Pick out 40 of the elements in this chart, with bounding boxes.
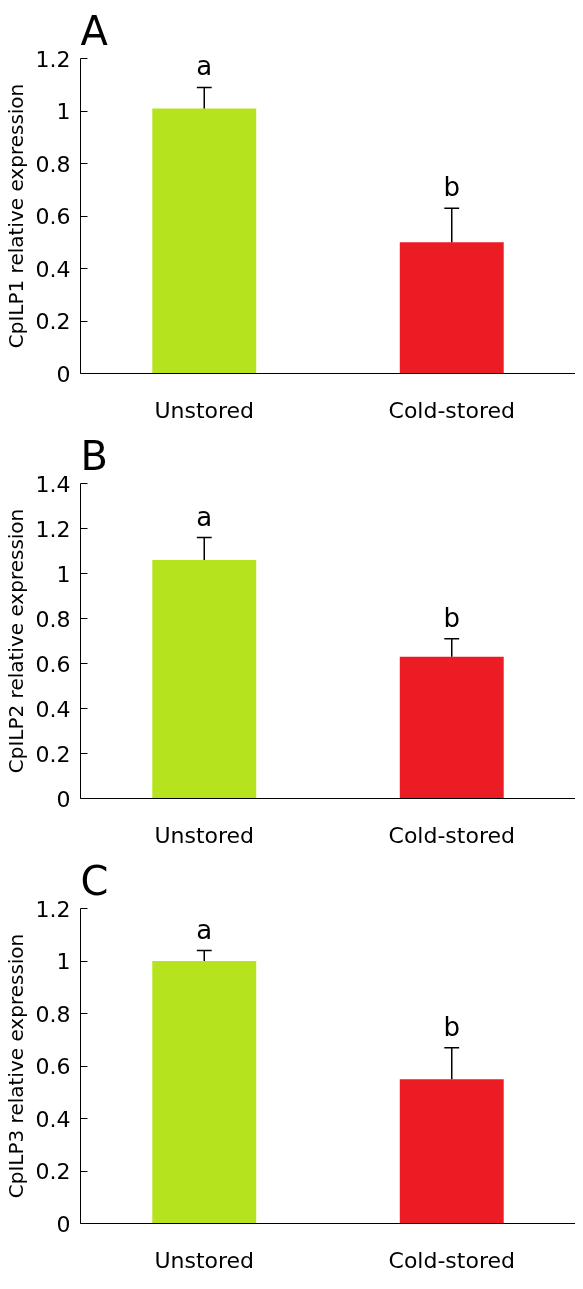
x-tick-label: Unstored [154,1247,255,1273]
y-tick-label: 1 [56,949,71,974]
y-tick-label: 0 [56,786,71,812]
x-tick-label: Cold-stored [388,397,515,423]
chart-title: B [80,432,108,479]
y-tick-label: 0.8 [35,606,71,632]
y-tick-label: 0.2 [35,741,71,767]
y-tick-label: 0.2 [35,309,71,334]
y-axis-title: CpILP1 relative expression [3,83,28,349]
y-tick-label: 0.6 [35,651,71,677]
y-tick-label: 1 [56,561,71,587]
y-axis-title: CpILP2 relative expression [3,508,28,774]
x-tick-label: Cold-stored [388,822,515,848]
x-tick-label: Cold-stored [388,1247,515,1273]
y-tick-label: 1 [56,99,71,124]
annotation: a [196,501,213,532]
y-tick-label: 0.6 [35,204,71,229]
chart-title: C [80,857,109,904]
annotation: b [443,602,461,633]
y-tick-label: 1.4 [35,471,71,497]
x-tick-label: Unstored [154,397,255,423]
y-tick-label: 0.4 [35,1106,71,1132]
y-tick-label: 1.2 [35,516,71,542]
y-tick-label: 0.6 [35,1054,71,1079]
y-tick-label: 0.4 [35,256,71,282]
y-axis-title: CpILP3 relative expression [3,933,28,1199]
y-tick-label: 0.4 [35,696,71,722]
annotation: b [443,172,461,203]
y-tick-label: 0 [56,361,71,387]
y-tick-label: 0.8 [35,151,71,177]
y-tick-label: 0.2 [35,1159,71,1184]
y-tick-label: 1.2 [35,46,71,72]
y-tick-label: 0 [56,1211,71,1237]
x-tick-label: Unstored [154,822,255,848]
y-tick-label: 1.2 [35,896,71,922]
y-tick-label: 0.8 [35,1001,71,1027]
annotation: b [443,1011,461,1042]
annotation: a [196,914,213,945]
chart-title: A [80,7,109,54]
annotation: a [196,51,213,82]
